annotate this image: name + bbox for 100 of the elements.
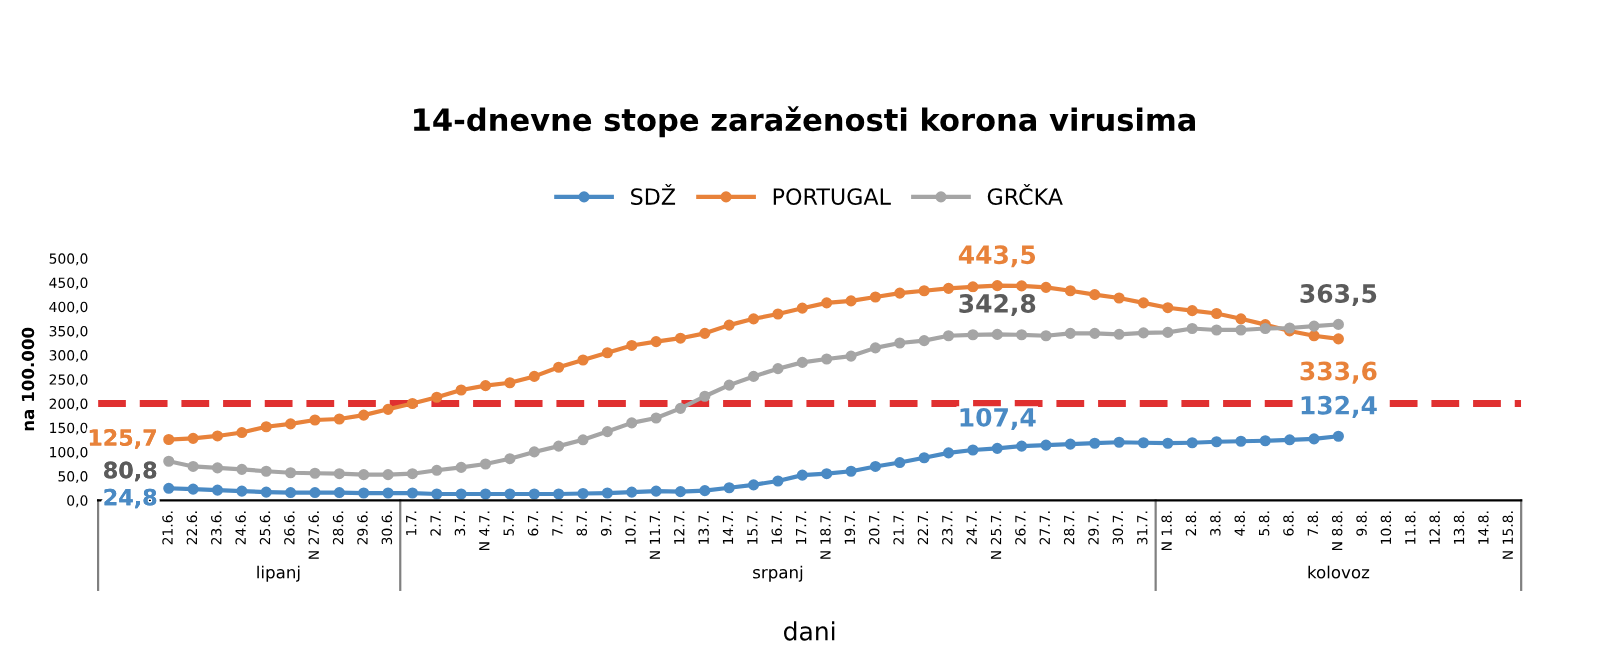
point: [1113, 292, 1125, 304]
point: [894, 457, 906, 469]
point: [1064, 438, 1076, 450]
point: [285, 467, 297, 479]
point: [918, 285, 930, 297]
point: [455, 384, 467, 396]
point: [431, 488, 443, 500]
point: [748, 479, 760, 491]
point: [1235, 435, 1247, 447]
point: [358, 469, 370, 481]
point: [1211, 307, 1223, 320]
point: [455, 461, 467, 473]
legend-label: GRČKA: [987, 184, 1063, 205]
point: [796, 356, 808, 368]
point: [187, 483, 199, 495]
point: [1332, 430, 1344, 442]
point: [1332, 333, 1344, 345]
point: [211, 430, 224, 442]
point: [1040, 330, 1052, 342]
point: [1162, 437, 1174, 449]
point: [1016, 280, 1028, 292]
point: [528, 446, 540, 458]
point: [1284, 434, 1296, 446]
point: [601, 347, 613, 359]
point: [211, 484, 224, 496]
point: [942, 282, 955, 294]
point: [991, 328, 1003, 340]
point: [1040, 281, 1052, 293]
point: [211, 462, 224, 474]
point: [479, 380, 492, 392]
point: [358, 487, 370, 499]
point: [942, 447, 955, 459]
point: [1211, 436, 1223, 448]
point: [163, 482, 175, 494]
point: [236, 463, 248, 475]
legend-label: PORTUGAL: [773, 188, 891, 205]
point: [1137, 327, 1150, 339]
y-axis-title: na 100.000: [21, 327, 35, 431]
point: [601, 426, 613, 438]
point: [1211, 324, 1223, 336]
point: [1308, 330, 1320, 342]
point: [869, 342, 881, 354]
text: lipanj: [257, 565, 300, 582]
point: [1089, 437, 1101, 449]
point: [650, 336, 662, 348]
point: [869, 460, 881, 472]
point: [918, 452, 930, 464]
point: [528, 370, 540, 382]
point: [309, 414, 321, 426]
point: [674, 332, 687, 344]
point: [723, 379, 735, 391]
point: [406, 487, 418, 499]
data-label: 125,7: [89, 429, 156, 449]
point: [382, 469, 394, 481]
point: [626, 417, 638, 429]
point: [967, 444, 979, 456]
point: [650, 485, 662, 497]
point: [577, 434, 589, 446]
point: [674, 486, 687, 498]
point: [528, 488, 540, 500]
point: [626, 339, 638, 351]
point: [699, 485, 711, 497]
point: [577, 487, 589, 500]
point: [772, 363, 784, 375]
point: [1162, 302, 1174, 314]
point: [382, 487, 394, 499]
point: [1113, 436, 1125, 448]
point: [333, 468, 345, 480]
point: [845, 465, 857, 477]
point: [504, 488, 516, 500]
point: [894, 287, 906, 299]
point: [1016, 329, 1028, 341]
point: [1162, 326, 1174, 338]
point: [431, 464, 443, 476]
point: [821, 468, 833, 480]
point: [260, 486, 272, 498]
point: [455, 488, 467, 500]
point: [967, 329, 979, 341]
point: [333, 487, 345, 499]
point: [748, 370, 760, 382]
legend-label: SDŽ: [631, 184, 676, 205]
point: [796, 302, 808, 314]
data-label: 363,5: [1300, 283, 1377, 307]
point: [748, 313, 760, 325]
point: [1332, 318, 1344, 330]
point: [1308, 433, 1320, 445]
point: [869, 291, 881, 303]
point: [699, 390, 711, 402]
data-label: 342,8: [959, 293, 1036, 317]
point: [163, 433, 175, 446]
point: [1186, 305, 1198, 317]
data-label: 80,8: [104, 461, 157, 482]
point: [309, 487, 321, 499]
data-label: 132,4: [1301, 395, 1377, 418]
point: [845, 350, 857, 362]
point: [1089, 327, 1101, 339]
point: [406, 468, 418, 480]
point: [918, 335, 930, 347]
point: [1186, 437, 1198, 449]
point: [553, 440, 565, 452]
